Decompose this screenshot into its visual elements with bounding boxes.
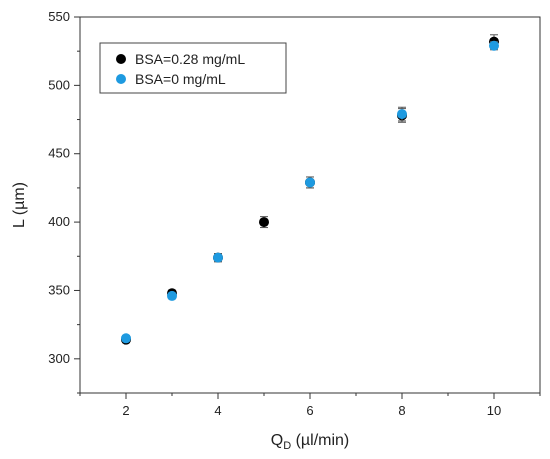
data-point [489, 40, 499, 51]
legend-marker-bsa-0-28 [116, 54, 126, 64]
x-tick-label: 8 [398, 403, 405, 418]
y-tick-label: 400 [48, 214, 70, 229]
x-axis-title-subscript: D [283, 440, 291, 452]
data-point [397, 109, 407, 120]
legend-box [99, 42, 287, 94]
x-tick-label: 4 [214, 403, 221, 418]
y-tick-label: 300 [48, 351, 70, 366]
x-axis-title: QD (µl/min) [271, 432, 350, 452]
y-tick-label: 350 [48, 282, 70, 297]
data-point [167, 290, 177, 301]
series-bsa-0 [121, 40, 499, 344]
legend-marker-bsa-0 [116, 74, 126, 84]
y-axis-title: L (µm) [11, 182, 28, 228]
data-point [305, 177, 315, 188]
legend-label-bsa-0-28: BSA=0.28 mg/mL [135, 51, 245, 67]
legend-label-bsa-0: BSA=0 mg/mL [135, 71, 226, 87]
y-tick-label: 550 [48, 9, 70, 24]
y-axis: 300 350 400 450 500 550 [48, 9, 80, 394]
data-series [121, 34, 499, 345]
data-point [259, 217, 269, 228]
data-point [213, 252, 223, 263]
legend: BSA=0.28 mg/mL BSA=0 mg/mL [99, 42, 287, 94]
x-axis-title-main: Q [271, 432, 283, 449]
x-tick-label: 2 [122, 403, 129, 418]
y-tick-label: 450 [48, 146, 70, 161]
data-point [121, 333, 131, 344]
x-tick-label: 6 [306, 403, 313, 418]
y-tick-label: 500 [48, 77, 70, 92]
x-axis: 2 4 6 8 10 [79, 393, 541, 418]
x-tick-label: 10 [487, 403, 501, 418]
x-axis-title-unit: (µl/min) [291, 432, 349, 449]
